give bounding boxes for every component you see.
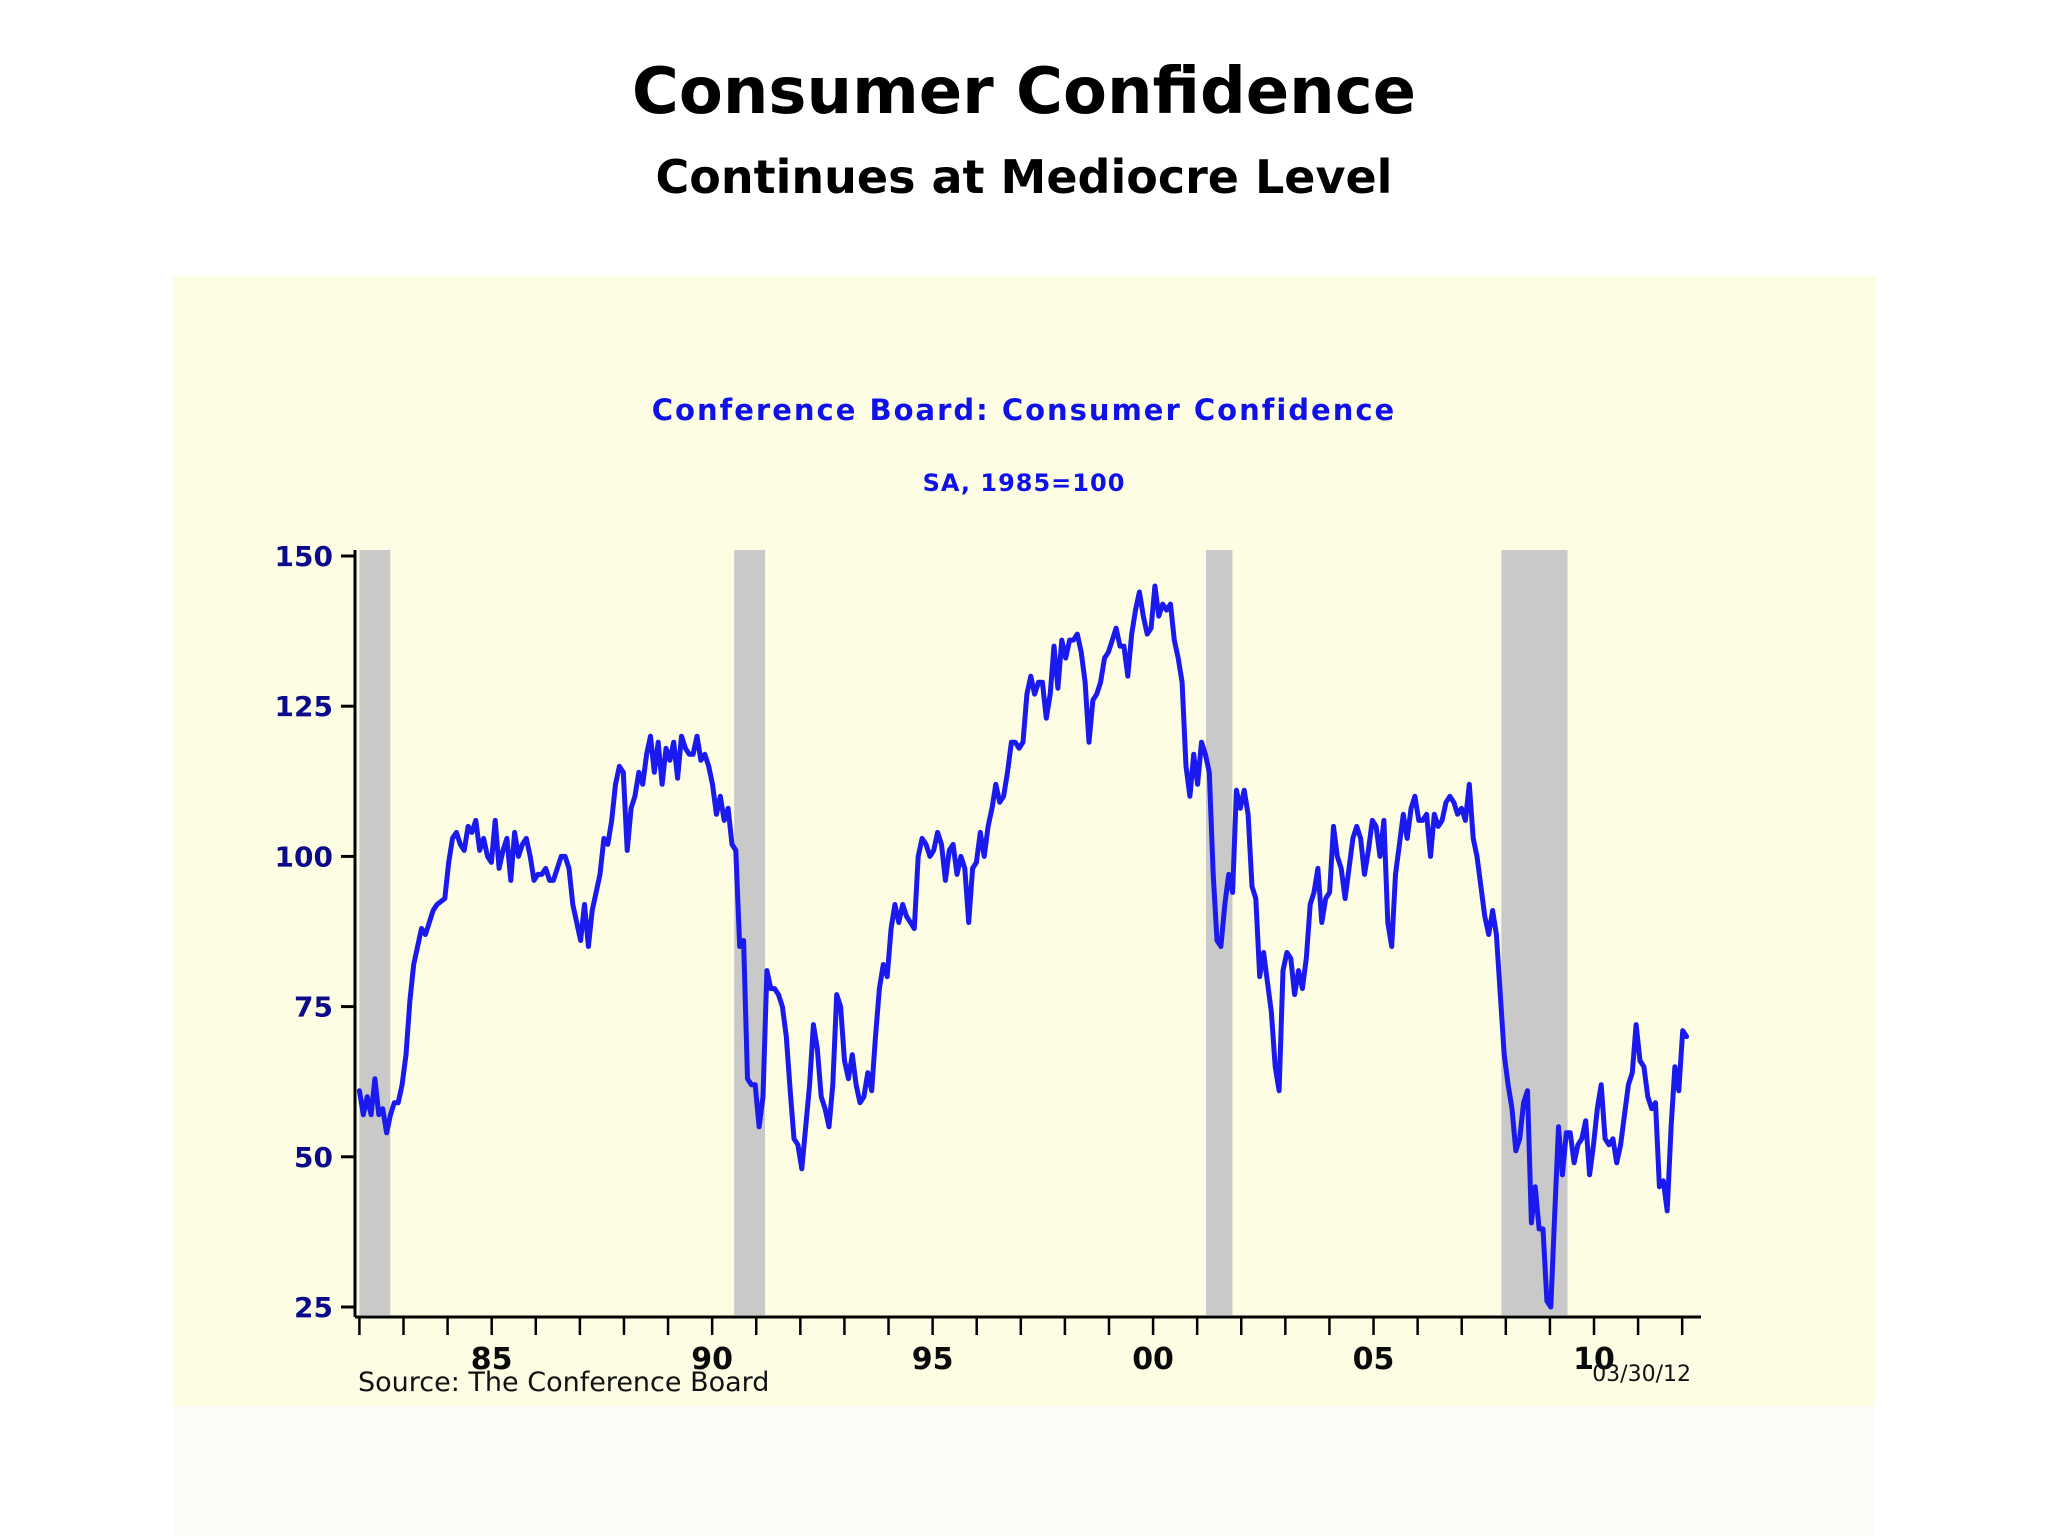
chart-title: Conference Board: Consumer Confidence [652, 393, 1396, 427]
x-tick-label: 05 [1353, 1342, 1395, 1377]
slide-subtitle: Continues at Mediocre Level [655, 150, 1393, 204]
slide-footer-area [173, 1406, 1875, 1536]
date-stamp: 03/30/12 [1592, 1362, 1691, 1387]
y-tick-label: 150 [275, 540, 333, 573]
recession-bands [359, 550, 1568, 1315]
chart-subtitle: SA, 1985=100 [923, 469, 1126, 497]
y-tick-label: 125 [275, 690, 333, 723]
axes: 25 50 75 100 125 150 85 90 95 00 05 10 [275, 540, 1701, 1377]
y-tick-label: 100 [275, 840, 333, 873]
x-tick-label: 00 [1132, 1342, 1174, 1377]
y-tick-label: 50 [294, 1141, 333, 1174]
x-tick-label: 85 [471, 1342, 513, 1377]
x-tick-label: 90 [691, 1342, 733, 1377]
chart-panel: Conference Board: Consumer Confidence SA… [173, 276, 1875, 1406]
slide-title: Consumer Confidence [631, 55, 1417, 129]
x-tick-label: 10 [1573, 1342, 1615, 1377]
recession-band-2 [1205, 550, 1233, 1315]
x-tick-label: 95 [912, 1342, 954, 1377]
recession-band-0 [359, 550, 391, 1315]
data-series [356, 583, 1690, 1310]
y-tick-label: 25 [294, 1291, 333, 1324]
y-tick-label: 75 [294, 991, 333, 1024]
source-note: Source: The Conference Board [358, 1367, 769, 1398]
series-line-0 [356, 583, 1690, 1310]
chart-svg: Conference Board: Consumer Confidence SA… [275, 393, 1701, 1398]
